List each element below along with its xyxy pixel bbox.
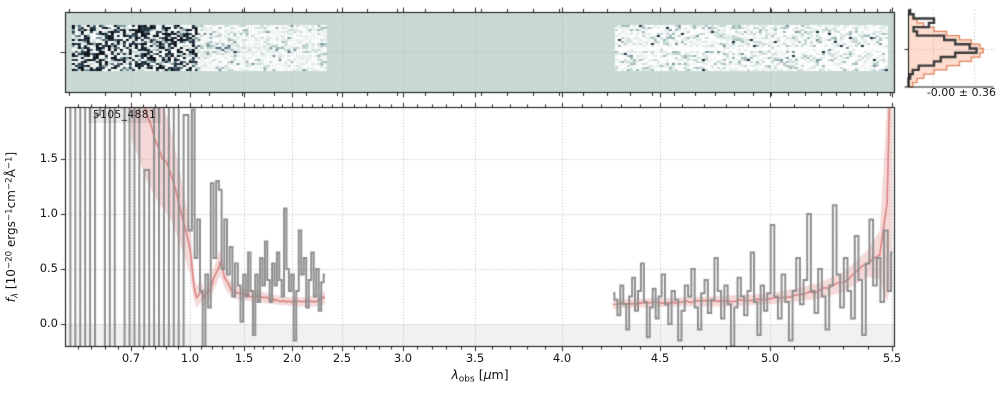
y-tick-label: 0.0 [39,316,58,330]
x-tick-label: 1.5 [234,351,254,365]
source-id-label: 5105_4881 [88,108,162,123]
x-tick-label: 2.5 [332,351,352,365]
x-axis-label-sub: obs [458,374,475,385]
x-tick-label: 4.0 [552,351,572,365]
x-tick-label: 3.5 [465,351,485,365]
x-tick-label: 4.5 [650,351,670,365]
x-tick-label: 3.0 [393,351,413,365]
x-axis-label: λobs [μm] [380,367,580,385]
x-tick-label: 5.0 [760,351,780,365]
y-tick-label: 1.5 [39,151,58,165]
x-axis-label-close: m] [491,367,509,382]
y-tick-label: 0.5 [39,261,58,275]
x-tick-label: 5.5 [882,351,902,365]
x-tick-label: 2.0 [282,351,302,365]
x-axis-label-mu: μ [483,367,492,382]
histogram-stats-annotation: -0.00 ± 0.36 [926,86,996,99]
y-axis-label: fλ [10−20 ergs−1cm−2Å−1] [4,151,21,303]
x-axis-label-open: [ [474,367,484,382]
y-tick-label: 1.0 [39,206,58,220]
x-tick-label: 1.0 [180,351,200,365]
x-axis-label-lambda: λ [451,367,459,382]
x-tick-label: 0.7 [121,351,141,365]
